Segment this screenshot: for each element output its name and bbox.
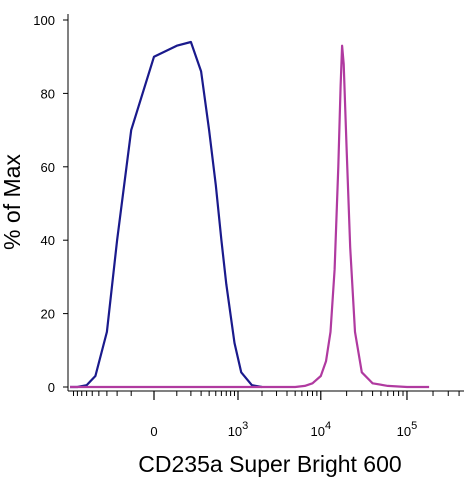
y-tick-label: 100	[33, 13, 55, 28]
y-tick-label: 40	[41, 233, 55, 248]
y-tick-label: 0	[48, 380, 55, 395]
y-tick-label: 20	[41, 307, 55, 322]
series-layer	[70, 40, 430, 389]
y-tick-label: 80	[41, 86, 55, 101]
x-ticks: 0 103 104 105	[73, 391, 460, 439]
x-tick-label: 104	[310, 420, 331, 439]
x-tick-label: 0	[150, 424, 157, 439]
x-tick-label: 103	[228, 420, 249, 439]
y-ticks: 0 20 40 60 80 100	[33, 13, 68, 395]
x-tick-label: 105	[397, 420, 418, 439]
x-axis-title: CD235a Super Bright 600	[138, 451, 401, 477]
series-line-2	[70, 44, 430, 389]
y-tick-label: 60	[41, 160, 55, 175]
axes-layer	[67, 14, 464, 392]
series-line-1	[70, 40, 263, 389]
y-axis-title: % of Max	[0, 154, 25, 250]
